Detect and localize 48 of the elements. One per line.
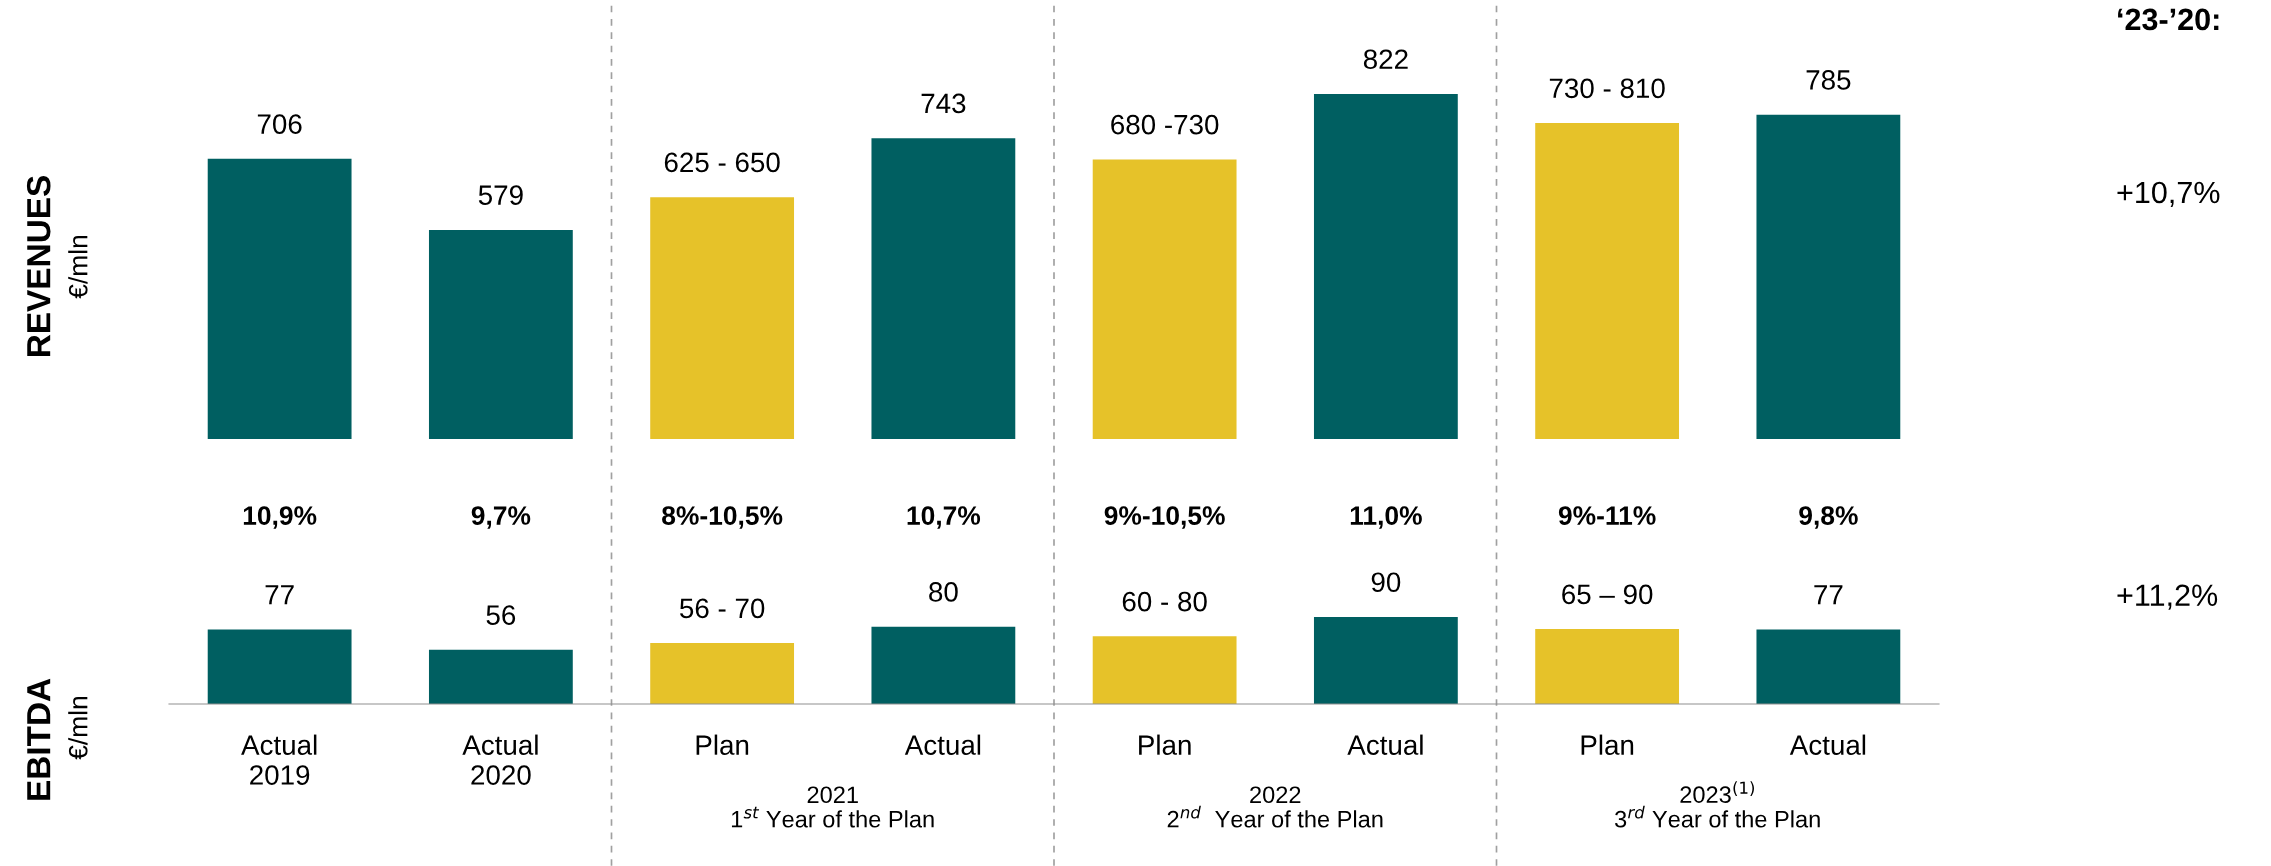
x-tick-label: Plan: [1581, 734, 1634, 755]
bar: [1092, 636, 1237, 704]
bar: [1756, 629, 1901, 704]
text: 10,9%: [243, 506, 317, 529]
text: 8%-10,5%: [662, 506, 783, 529]
annotation: 56 - 70: [680, 598, 765, 619]
x-tick-label: Actual: [904, 734, 981, 755]
data-label: 743: [921, 93, 966, 114]
annotation: 625 - 650: [664, 152, 780, 173]
text: ‘23-’20:: [2118, 8, 2219, 31]
data-label: 56: [486, 605, 516, 625]
x-tick-label: Plan: [696, 734, 749, 755]
text: 2021 1$^{st}$ Year of the Plan: [731, 786, 934, 828]
bar: [871, 626, 1016, 704]
bar: [1313, 617, 1458, 704]
bar: [428, 649, 573, 704]
data-label: 822: [1363, 49, 1408, 70]
text: +10,7%: [2117, 181, 2220, 207]
y-axis-title: REVENUES €/mln: [26, 176, 88, 356]
data-label: 77: [1814, 585, 1843, 605]
bar: [207, 629, 352, 704]
text: +11,2%: [2117, 584, 2218, 610]
data-label: 90: [1371, 572, 1401, 593]
text: 9,8%: [1799, 506, 1858, 529]
y-axis-title: EBITDA €/mln: [27, 678, 88, 800]
annotation: 730 - 810: [1549, 78, 1665, 99]
x-tick-label: Plan: [1139, 734, 1191, 755]
text: 2022 2$^{nd}$ Year of the Plan: [1167, 786, 1383, 828]
text: 2023$^{(1)}$ 3$^{rd}$ Year of the Plan: [1615, 781, 1820, 828]
data-label: 785: [1806, 70, 1851, 90]
text: 9,7%: [471, 506, 531, 529]
text: 10,7%: [907, 506, 981, 529]
data-label: 579: [478, 185, 523, 205]
bar: [1535, 629, 1680, 704]
text: 9%-10,5%: [1104, 506, 1225, 529]
text: 65 – 90: [1562, 584, 1653, 605]
text: 9%-11%: [1558, 506, 1656, 525]
text: 60 - 80: [1122, 591, 1207, 612]
data-label: 706: [257, 114, 302, 134]
x-tick-label: Actual: [1789, 734, 1866, 755]
x-tick-label: Actual: [1347, 734, 1423, 755]
data-label: 80: [929, 582, 958, 602]
x-tick-label: Actual 2020: [462, 734, 538, 785]
text: 11,0%: [1350, 506, 1422, 529]
data-label: 77: [265, 585, 294, 605]
annotation: 680 -730: [1111, 114, 1219, 135]
x-tick-label: Actual 2019: [241, 734, 317, 785]
bar: [650, 643, 795, 704]
